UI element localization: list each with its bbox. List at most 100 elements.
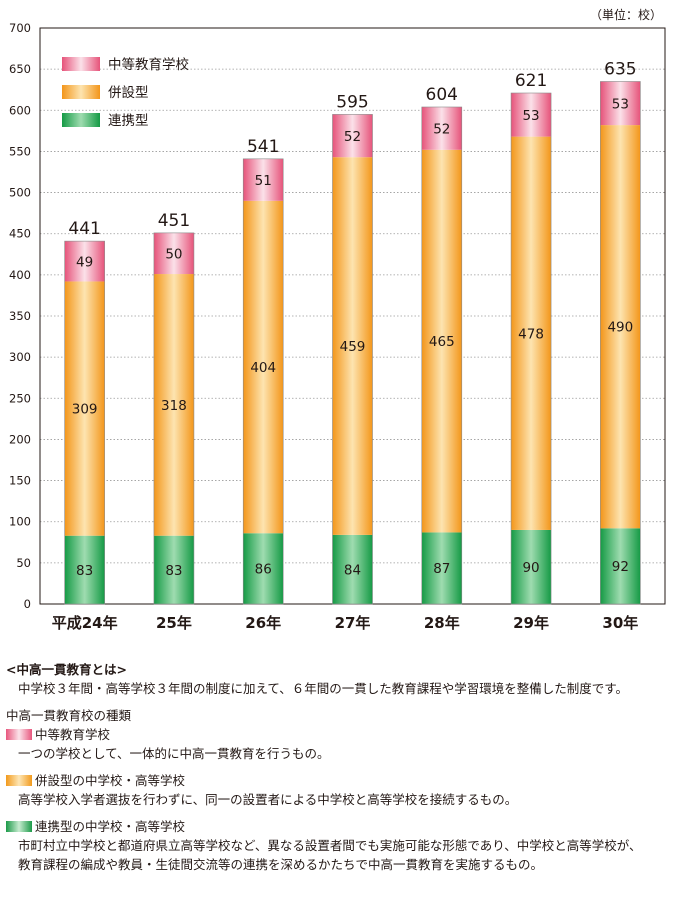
y-tick-label: 250: [9, 391, 31, 405]
segment-value-label: 49: [76, 254, 93, 270]
segment-value-label: 53: [522, 108, 539, 124]
renkei-segment: [511, 529, 552, 604]
pink-swatch-icon: [6, 729, 32, 740]
y-tick-label: 650: [9, 62, 31, 76]
segment-value-label: 84: [344, 562, 361, 578]
bar-outline: [510, 92, 552, 605]
y-tick-label: 300: [9, 350, 31, 364]
renkei-segment: [153, 535, 194, 604]
type-description: 教育課程の編成や教員・生徒間交流等の連携を深めるかたちで中高一貫教育を実施するも…: [18, 857, 544, 872]
segment-value-label: 86: [255, 562, 272, 578]
heisetsu-segment: [600, 125, 641, 529]
green-swatch-icon: [6, 821, 32, 832]
chuto-segment: [600, 81, 641, 126]
chuto-segment: [153, 232, 194, 275]
chuto-segment: [421, 106, 462, 150]
segment-value-label: 465: [429, 334, 455, 350]
bar-total-label: 635: [604, 59, 636, 79]
y-tick-label: 700: [9, 21, 31, 35]
bars: [64, 81, 641, 605]
segment-value-label: 309: [72, 402, 98, 418]
y-tick-label: 400: [9, 268, 31, 282]
y-tick-label: 100: [9, 515, 31, 529]
types-heading: 中高一貫教育校の種類: [6, 708, 132, 723]
renkei-segment: [421, 532, 462, 604]
notes-definition: 中学校３年間・高等学校３年間の制度に加えて、６年間の一貫した教育課程や学習環境を…: [18, 681, 629, 696]
segment-value-label: 404: [250, 360, 276, 376]
legend-swatch: [62, 113, 100, 127]
legend-label: 中等教育学校: [108, 56, 189, 73]
type-description: 市町村立中学校と都道府県立高等学校など、異なる設置者間でも実施可能な形態であり、…: [18, 838, 642, 853]
renkei-segment: [64, 535, 105, 604]
heisetsu-segment: [243, 200, 284, 534]
y-tick-label: 500: [9, 186, 31, 200]
bar-total-label: 441: [68, 219, 100, 239]
y-tick-label: 600: [9, 103, 31, 117]
chuto-segment: [64, 241, 105, 282]
renkei-segment: [243, 533, 284, 604]
type-description: 高等学校入学者選抜を行わずに、同一の設置者による中学校と高等学校を接続するもの。: [18, 792, 518, 807]
notes-heading: <中高一貫教育とは>: [6, 662, 127, 677]
legend-label: 併設型: [108, 85, 149, 101]
stacked-bar-chart: 0 50 100 150 200 250 300 350 400 450 500 550 600 650 7…: [9, 21, 666, 632]
segment-value-label: 53: [612, 96, 629, 112]
heisetsu-segment: [153, 274, 194, 536]
segment-value-label: 50: [165, 246, 182, 262]
heisetsu-segment: [511, 136, 552, 530]
renkei-segment: [332, 534, 373, 604]
bar-outline: [421, 106, 463, 605]
renkei-segment: [600, 528, 641, 604]
bar-outline: [153, 232, 195, 605]
y-tick-label: 50: [16, 556, 31, 570]
segment-value-label: 51: [255, 173, 272, 189]
legend-swatch: [62, 57, 100, 71]
y-tick-label: 450: [9, 227, 31, 241]
type-title: 中等教育学校: [35, 727, 111, 742]
bar-outline: [332, 114, 373, 605]
axes: 0 50 100 150 200 250 300 350 400 450 500 550 600 650 7…: [9, 21, 666, 632]
bar-outline: [242, 158, 284, 605]
type-title: 併設型の中学校・高等学校: [35, 773, 186, 788]
chuto-segment: [511, 93, 552, 137]
type-item-heisetsu: 併設型の中学校・高等学校 高等学校入学者選抜を行わずに、同一の設置者による中学校…: [6, 771, 672, 809]
unit-label: （単位：校）: [589, 8, 662, 22]
x-category-label: 27年: [335, 614, 371, 632]
segment-value-label: 87: [433, 561, 450, 577]
x-category-label: 30年: [602, 614, 638, 632]
segment-value-label: 478: [518, 326, 544, 342]
y-tick-label: 200: [9, 432, 31, 446]
heisetsu-segment: [332, 157, 373, 535]
x-category-label: 26年: [245, 614, 281, 632]
segment-value-label: 52: [344, 129, 361, 145]
heisetsu-segment: [421, 149, 462, 533]
segment-value-label: 83: [165, 563, 182, 579]
bar-total-label: 595: [336, 92, 368, 112]
bar-outline: [64, 240, 105, 605]
bar-total-label: 451: [158, 211, 190, 231]
x-category-label: 25年: [156, 614, 192, 632]
segment-value-label: 83: [76, 563, 93, 579]
data-labels: 83 309 49 441 83 318 50 451 86 404 51 541 84 459 52 595…: [68, 59, 636, 578]
y-tick-label: 350: [9, 309, 31, 323]
segment-value-label: 52: [433, 121, 450, 137]
heisetsu-segment: [64, 281, 105, 536]
segment-value-label: 459: [340, 339, 366, 355]
segment-value-label: 90: [522, 560, 539, 576]
segment-value-label: 92: [612, 559, 629, 575]
segment-value-label: 318: [161, 398, 187, 414]
y-tick-label: 0: [24, 597, 31, 611]
chuto-segment: [243, 158, 284, 201]
y-tick-label: 150: [9, 474, 31, 488]
bar-total-label: 541: [247, 137, 279, 157]
legend-label: 連携型: [108, 113, 149, 129]
type-item-chuto: 中等教育学校 一つの学校として、一体的に中高一貫教育を行うもの。: [6, 725, 672, 763]
x-category-label: 平成24年: [52, 614, 118, 632]
y-tick-label: 550: [9, 144, 31, 158]
segment-value-label: 490: [607, 320, 633, 336]
bar-outline: [600, 81, 641, 605]
type-title: 連携型の中学校・高等学校: [35, 819, 186, 834]
notes-section: <中高一貫教育とは> 中学校３年間・高等学校３年間の制度に加えて、６年間の一貫し…: [6, 660, 672, 874]
legend-swatch: [62, 85, 100, 99]
bar-total-label: 604: [426, 85, 458, 105]
